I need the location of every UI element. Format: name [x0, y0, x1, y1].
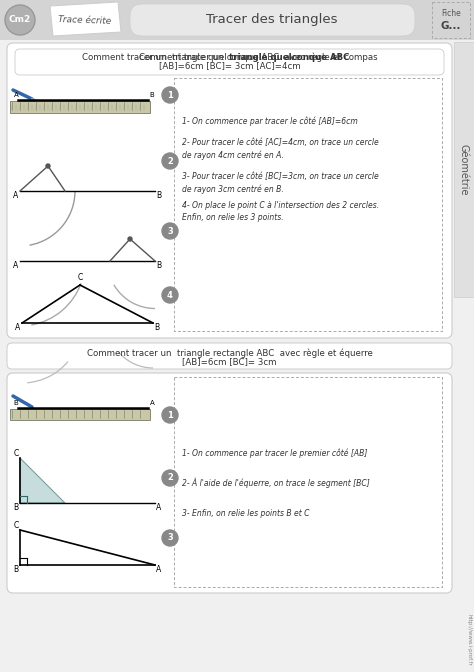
Polygon shape	[20, 458, 65, 503]
Text: 3: 3	[167, 226, 173, 235]
Circle shape	[128, 237, 132, 241]
Bar	[10, 409, 150, 420]
Text: de rayon 4cm centré en A.: de rayon 4cm centré en A.	[182, 151, 284, 160]
Text: 4: 4	[167, 290, 173, 300]
Text: 3: 3	[167, 534, 173, 542]
Text: Enfin, on relie les 3 points.: Enfin, on relie les 3 points.	[182, 214, 283, 222]
FancyBboxPatch shape	[7, 343, 452, 369]
Circle shape	[162, 287, 178, 303]
Circle shape	[162, 87, 178, 103]
Text: B: B	[155, 323, 160, 333]
Text: Géométrie: Géométrie	[459, 144, 469, 196]
Text: B: B	[14, 400, 18, 406]
Text: B: B	[13, 566, 18, 575]
Text: de rayon 3cm centré en B.: de rayon 3cm centré en B.	[182, 184, 284, 194]
Circle shape	[46, 164, 50, 168]
Bar	[454, 42, 474, 297]
Circle shape	[162, 153, 178, 169]
Text: B: B	[150, 92, 155, 98]
Bar	[432, 2, 470, 38]
Text: A: A	[13, 192, 18, 200]
FancyBboxPatch shape	[7, 373, 452, 593]
Bar	[174, 78, 442, 331]
Text: 1- On commence par tracer le côté [AB]=6cm: 1- On commence par tracer le côté [AB]=6…	[182, 116, 358, 126]
Circle shape	[162, 223, 178, 239]
Text: 1: 1	[167, 91, 173, 99]
Bar	[0, 0, 474, 40]
Circle shape	[162, 470, 178, 486]
Text: 2- À l'aide de l'équerre, on trace le segment [BC]: 2- À l'aide de l'équerre, on trace le se…	[182, 478, 370, 489]
Text: A: A	[150, 400, 155, 406]
Text: triangle quelconque ABC: triangle quelconque ABC	[229, 52, 350, 62]
Text: A: A	[156, 566, 162, 575]
Text: [AB]=6cm [BC]= 3cm [AC]=4cm: [AB]=6cm [BC]= 3cm [AC]=4cm	[159, 62, 301, 71]
Text: B: B	[156, 192, 162, 200]
Text: 4- On place le point C à l'intersection des 2 cercles.: 4- On place le point C à l'intersection …	[182, 202, 379, 210]
Text: 2- Pour tracer le côté [AC]=4cm, on trace un cercle: 2- Pour tracer le côté [AC]=4cm, on trac…	[182, 138, 379, 147]
Text: Comment tracer un: Comment tracer un	[139, 52, 229, 62]
Text: 1: 1	[167, 411, 173, 419]
Bar	[10, 101, 150, 113]
Text: 2: 2	[167, 474, 173, 482]
Text: http://www.i-prof.fr: http://www.i-prof.fr	[466, 614, 472, 666]
Text: 3- Pour tracer le côté [BC]=3cm, on trace un cercle: 3- Pour tracer le côté [BC]=3cm, on trac…	[182, 173, 379, 181]
Text: Comment tracer un  triangle quelconque ABC  avec règle et compas: Comment tracer un triangle quelconque AB…	[82, 52, 377, 62]
Text: B: B	[156, 261, 162, 271]
Text: Comment tracer un  triangle rectangle ABC  avec règle et équerre: Comment tracer un triangle rectangle ABC…	[87, 348, 373, 358]
Text: Trace écrite: Trace écrite	[58, 15, 112, 26]
Text: A: A	[13, 261, 18, 271]
Text: Cm2: Cm2	[9, 15, 31, 24]
Text: A: A	[15, 323, 21, 333]
Circle shape	[162, 530, 178, 546]
Text: Fiche: Fiche	[441, 9, 461, 17]
Text: 1- On commence par tracer le premier côté [AB]: 1- On commence par tracer le premier côt…	[182, 448, 367, 458]
Text: 2: 2	[167, 157, 173, 165]
Polygon shape	[50, 2, 121, 36]
Text: B: B	[13, 503, 18, 513]
Text: 3- Enfin, on relie les points B et C: 3- Enfin, on relie les points B et C	[182, 509, 310, 517]
Text: C: C	[13, 450, 18, 458]
Circle shape	[5, 5, 35, 35]
Text: [AB]=6cm [BC]= 3cm: [AB]=6cm [BC]= 3cm	[182, 358, 277, 366]
FancyBboxPatch shape	[15, 49, 444, 75]
Bar	[174, 377, 442, 587]
Text: C: C	[77, 274, 82, 282]
Circle shape	[162, 407, 178, 423]
Text: Tracer des triangles: Tracer des triangles	[206, 13, 338, 26]
Text: C: C	[13, 521, 18, 530]
FancyBboxPatch shape	[7, 43, 452, 338]
Text: G...: G...	[441, 21, 461, 31]
Text: A: A	[156, 503, 162, 513]
FancyBboxPatch shape	[130, 4, 415, 36]
Text: A: A	[14, 92, 18, 98]
